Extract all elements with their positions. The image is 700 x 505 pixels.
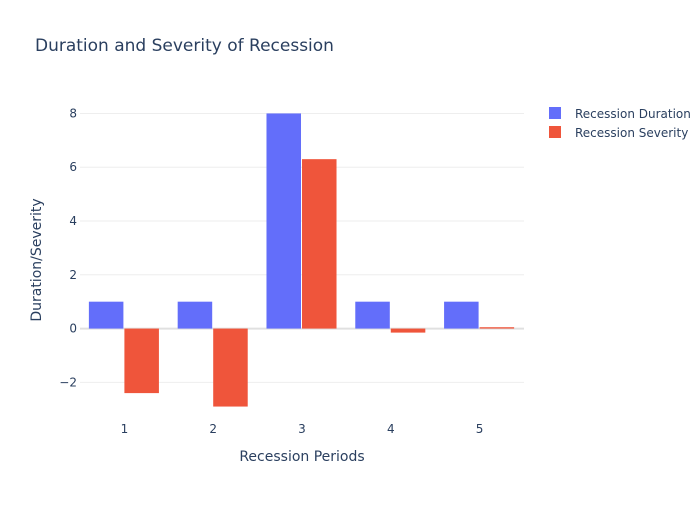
legend-swatch-duration — [549, 107, 561, 119]
bar-severity-4[interactable] — [390, 328, 426, 333]
tick-labels: −2 0 2 4 6 8 1 2 3 4 5 — [59, 106, 483, 436]
bars — [88, 113, 515, 407]
x-tick-label: 5 — [476, 422, 484, 436]
legend-label-duration: Recession Duration — [575, 107, 691, 121]
bar-duration-1[interactable] — [88, 301, 124, 329]
x-axis-title: Recession Periods — [239, 449, 364, 465]
bar-severity-1[interactable] — [124, 328, 159, 394]
y-tick-label: −2 — [59, 375, 77, 389]
y-tick-label: 6 — [69, 160, 77, 174]
bar-duration-2[interactable] — [177, 301, 213, 329]
bar-duration-5[interactable] — [444, 301, 479, 329]
x-tick-label: 1 — [121, 422, 129, 436]
legend-item-duration[interactable]: Recession Duration — [549, 107, 691, 121]
y-tick-label: 0 — [69, 322, 77, 336]
bar-duration-3[interactable] — [266, 113, 301, 329]
chart-title: Duration and Severity of Recession — [35, 36, 334, 56]
bar-duration-4[interactable] — [355, 301, 390, 329]
x-tick-label: 2 — [209, 422, 217, 436]
y-axis-title: Duration/Severity — [29, 198, 45, 321]
legend-label-severity: Recession Severity — [575, 126, 688, 140]
bar-severity-2[interactable] — [213, 328, 248, 407]
x-tick-label: 3 — [298, 422, 306, 436]
legend-swatch-severity — [549, 126, 561, 138]
bar-severity-5[interactable] — [479, 327, 515, 329]
legend-item-severity[interactable]: Recession Severity — [549, 126, 688, 140]
y-tick-label: 8 — [69, 106, 77, 120]
legend[interactable]: Recession Duration Recession Severity — [549, 107, 691, 140]
y-tick-label: 4 — [69, 214, 77, 228]
bar-severity-3[interactable] — [302, 159, 337, 329]
y-tick-label: 2 — [69, 268, 77, 282]
x-tick-label: 4 — [387, 422, 395, 436]
